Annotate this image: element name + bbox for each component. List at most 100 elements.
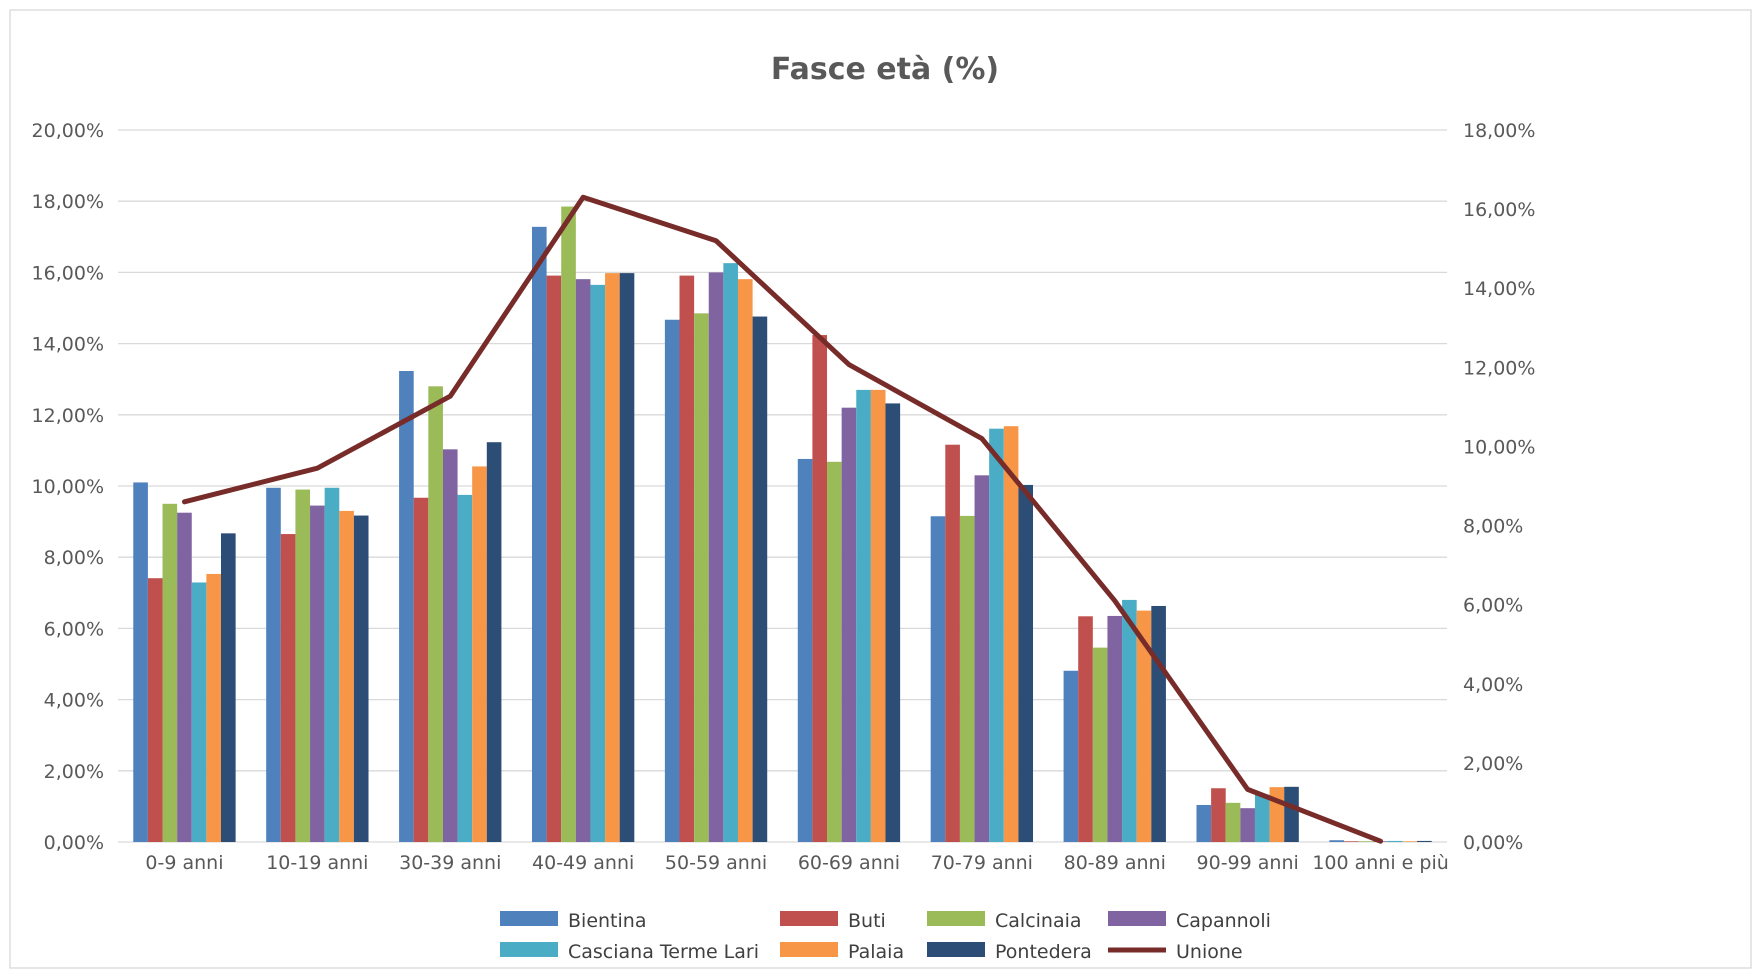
legend-swatch-buti [780,911,838,926]
bar-calcinaia-30-39-anni [428,386,443,842]
bar-palaia-0-9-anni [206,573,221,842]
unione-line [181,194,1384,844]
bar-casciana-terme-lari-40-49-anni [590,284,606,842]
bar-calcinaia-10-19-anni [295,489,311,842]
chart-title: Fasce età (%) [771,52,999,87]
bar-casciana-terme-lari-90-99-anni [1254,794,1270,842]
bar-bientina-50-59-anni [664,319,680,842]
bar-calcinaia-80-89-anni [1092,647,1108,842]
bar-buti-100-anni-e-pi [1344,841,1359,842]
bar-casciana-terme-lari-60-69-anni [856,389,871,842]
point-unione-60-69-anni [848,364,850,366]
bar-buti-30-39-anni [413,497,429,842]
bar-palaia-40-49-anni [605,273,620,842]
legend-swatch-bientina [500,911,558,926]
legend-swatch-palaia [780,942,838,957]
legend-label-buti: Buti [848,910,886,932]
legend-label-casciana-terme-lari: Casciana Terme Lari [568,941,759,963]
left-axis-ticks: 0,00% 2,00% 4,00% 6,00% 8,00% 10,00% 12,00% 14,… [32,120,104,854]
right-tick-label: 10,00% [1463,436,1535,458]
x-tick-label: 30-39 anni [399,852,501,874]
bar-calcinaia-70-79-anni [959,515,975,842]
right-tick-label: 2,00% [1463,753,1523,775]
bar-bientina-100-anni-e-pi [1329,840,1345,842]
legend-label-pontedera: Pontedera [995,941,1092,963]
bar-palaia-30-39-anni [472,466,487,842]
bar-bientina-0-9-anni [133,482,148,842]
bar-casciana-terme-lari-30-39-anni [457,494,473,842]
bar-calcinaia-40-49-anni [561,206,576,843]
bar-buti-80-89-anni [1078,616,1093,842]
right-tick-label: 16,00% [1463,199,1535,221]
point-unione-50-59-anni [715,240,717,242]
bar-buti-10-19-anni [280,534,296,842]
legend-swatch-calcinaia [927,911,985,926]
bar-capannoli-30-39-anni [442,449,458,842]
bar-pontedera-0-9-anni [220,533,236,842]
right-tick-label: 0,00% [1463,832,1523,854]
bar-capannoli-90-99-anni [1240,808,1255,842]
legend-swatch-pontedera [927,942,985,957]
bar-buti-60-69-anni [812,335,828,842]
legend-label-bientina: Bientina [568,910,646,932]
bar-casciana-terme-lari-50-59-anni [723,263,738,842]
bar-casciana-terme-lari-0-9-anni [191,582,207,842]
bar-palaia-10-19-anni [339,510,354,842]
point-unione-100-anni-e-pi [1380,840,1382,842]
left-tick-label: 8,00% [44,547,104,569]
legend-swatch-casciana-terme-lari [500,942,558,957]
bar-bientina-80-89-anni [1063,670,1079,842]
bar-capannoli-0-9-anni [177,512,192,842]
point-unione-10-19-anni [316,467,318,469]
bar-palaia-50-59-anni [737,279,753,842]
point-unione-30-39-anni [449,395,451,397]
bar-calcinaia-100-anni-e-pi [1358,841,1374,842]
bar-calcinaia-0-9-anni [162,503,178,842]
bar-pontedera-90-99-anni [1284,786,1299,842]
left-tick-label: 0,00% [44,832,104,854]
bar-pontedera-70-79-anni [1018,484,1034,842]
bar-buti-70-79-anni [945,444,960,842]
bar-buti-90-99-anni [1211,788,1226,842]
bar-pontedera-40-49-anni [619,273,635,842]
right-tick-label: 6,00% [1463,595,1523,617]
x-tick-label: 90-99 anni [1197,852,1299,874]
bar-capannoli-10-19-anni [310,505,325,842]
bar-palaia-100-anni-e-pi [1402,841,1418,842]
bar-pontedera-60-69-anni [885,403,901,842]
bars [133,206,1432,843]
bar-buti-40-49-anni [546,275,562,842]
bar-bientina-60-69-anni [797,458,813,842]
left-tick-label: 2,00% [44,761,104,783]
bar-casciana-terme-lari-80-89-anni [1122,599,1137,842]
bar-pontedera-100-anni-e-pi [1417,840,1432,842]
x-tick-label: 100 anni e più [1312,852,1448,874]
bar-capannoli-40-49-anni [575,279,591,842]
bar-calcinaia-60-69-anni [827,461,842,842]
x-tick-label: 50-59 anni [665,852,767,874]
bar-palaia-80-89-anni [1136,610,1152,842]
bar-calcinaia-90-99-anni [1225,802,1241,842]
bar-pontedera-80-89-anni [1151,605,1166,842]
bar-bientina-70-79-anni [930,516,946,842]
left-tick-label: 10,00% [32,476,104,498]
point-unione-40-49-anni [582,196,584,198]
point-unione-70-79-anni [981,438,983,440]
bar-calcinaia-50-59-anni [694,313,709,843]
left-tick-label: 16,00% [32,262,104,284]
right-tick-label: 18,00% [1463,120,1535,142]
right-tick-label: 8,00% [1463,516,1523,538]
bar-palaia-90-99-anni [1269,787,1285,842]
left-tick-label: 14,00% [32,334,104,356]
x-tick-label: 0-9 anni [145,852,223,874]
left-tick-label: 6,00% [44,618,104,640]
bar-capannoli-80-89-anni [1107,615,1123,842]
point-unione-80-89-anni [1114,600,1116,602]
right-tick-label: 12,00% [1463,357,1535,379]
x-tick-label: 40-49 anni [532,852,634,874]
line-unione [181,194,1384,844]
right-tick-label: 14,00% [1463,278,1535,300]
left-tick-label: 18,00% [32,191,104,213]
right-axis-ticks: 0,00% 2,00% 4,00% 6,00% 8,00% 10,00% 12,00% 14,… [1463,120,1535,854]
